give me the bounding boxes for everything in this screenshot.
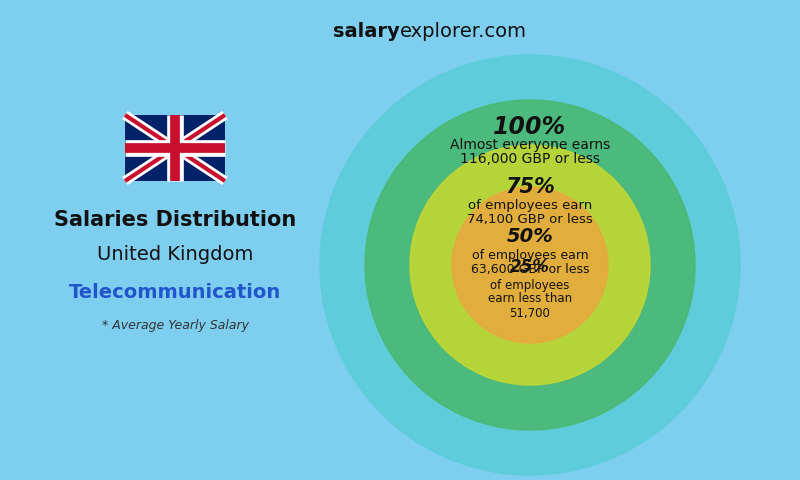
Text: 74,100 GBP or less: 74,100 GBP or less [467,213,593,226]
Text: 100%: 100% [494,115,566,139]
Circle shape [452,187,608,343]
Text: earn less than: earn less than [488,292,572,305]
Bar [125,115,225,181]
Text: Almost everyone earns: Almost everyone earns [450,138,610,152]
Text: of employees earn: of employees earn [468,199,592,212]
Text: 51,700: 51,700 [510,307,550,320]
Text: 63,600 GBP or less: 63,600 GBP or less [470,263,590,276]
Text: 25%: 25% [510,258,550,276]
Text: Telecommunication: Telecommunication [69,283,281,301]
Text: salary: salary [334,22,400,41]
Text: Salaries Distribution: Salaries Distribution [54,210,296,230]
Circle shape [320,55,740,475]
Text: 50%: 50% [506,228,554,247]
Circle shape [410,145,650,385]
Text: of employees earn: of employees earn [472,249,588,262]
Text: 75%: 75% [505,177,555,197]
Text: 116,000 GBP or less: 116,000 GBP or less [460,152,600,166]
Text: United Kingdom: United Kingdom [97,245,253,264]
Bar [125,115,225,181]
Text: explorer.com: explorer.com [400,22,527,41]
Circle shape [365,100,695,430]
Text: * Average Yearly Salary: * Average Yearly Salary [102,319,249,332]
Text: of employees: of employees [490,278,570,291]
